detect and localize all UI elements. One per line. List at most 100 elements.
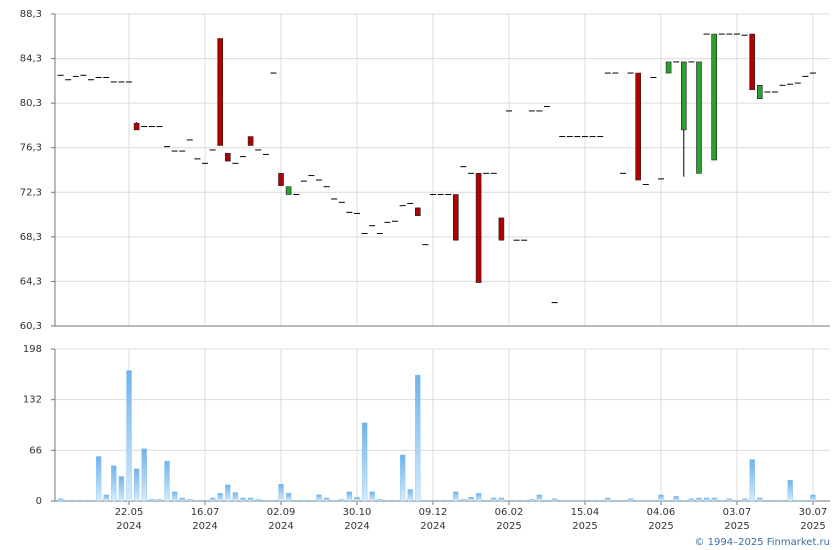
volume-bar xyxy=(612,500,619,502)
volume-bar xyxy=(399,454,406,502)
volume-bar xyxy=(589,500,596,502)
volume-bar xyxy=(225,484,231,502)
volume-bar xyxy=(430,500,436,502)
volume-bar xyxy=(506,500,512,502)
volume-bar xyxy=(551,498,558,502)
y-tick-label: 198 xyxy=(23,344,42,355)
volume-bar xyxy=(757,497,763,502)
volume-bar xyxy=(673,496,679,502)
candle-body xyxy=(452,194,459,241)
volume-bar xyxy=(133,468,140,502)
volume-bar xyxy=(331,500,337,502)
y-tick-label: 76,3 xyxy=(20,143,42,154)
x-tick-year: 2024 xyxy=(192,521,217,532)
x-tick-label: 30.07 xyxy=(799,507,828,518)
candle-body xyxy=(475,173,482,283)
volume-bar xyxy=(407,489,413,502)
volume-bar xyxy=(384,500,391,502)
x-tick-year: 2025 xyxy=(724,521,749,532)
volume-bar xyxy=(141,448,147,502)
x-tick-year: 2025 xyxy=(572,521,597,532)
volume-bar xyxy=(422,500,429,502)
candle-body xyxy=(711,33,717,161)
x-tick-label: 30.10 xyxy=(343,507,372,518)
volume-bar xyxy=(719,500,725,502)
volume-bar xyxy=(111,465,117,502)
volume-bar xyxy=(65,500,71,502)
volume-bar xyxy=(779,500,786,502)
volume-bar xyxy=(187,499,193,502)
volume-bar xyxy=(126,370,132,502)
volume-bar xyxy=(179,497,185,502)
candle-body xyxy=(133,122,140,131)
volume-bar xyxy=(316,494,322,502)
y-tick-label: 132 xyxy=(23,395,42,406)
volume-bar xyxy=(665,500,672,502)
volume-bar xyxy=(57,498,64,502)
volume-bar xyxy=(635,500,641,502)
x-tick-year: 2025 xyxy=(800,521,825,532)
y-tick-label: 80,3 xyxy=(20,98,42,109)
y-tick-label: 60,3 xyxy=(20,321,42,332)
volume-bar xyxy=(149,499,155,502)
volume-bar xyxy=(445,500,451,502)
volume-bar xyxy=(468,497,474,502)
volume-bar xyxy=(802,500,809,502)
volume-bar xyxy=(643,500,649,502)
x-tick-label: 02.09 xyxy=(267,507,296,518)
candle-body xyxy=(247,136,254,146)
volume-bar xyxy=(209,497,216,502)
volume-bar xyxy=(392,500,398,502)
volume-bar xyxy=(627,498,634,502)
volume-bar xyxy=(217,493,223,502)
volume-bar xyxy=(194,500,201,502)
x-tick-label: 09.12 xyxy=(419,507,448,518)
volume-bar xyxy=(118,476,125,502)
volume-bar xyxy=(202,500,208,502)
volume-bar xyxy=(103,494,109,502)
volume-bar xyxy=(240,497,246,502)
volume-bar xyxy=(293,500,299,502)
volume-bar xyxy=(156,499,163,502)
volume-bar xyxy=(232,492,239,502)
volume-bar xyxy=(339,499,345,502)
x-tick-year: 2024 xyxy=(268,521,293,532)
y-tick-label: 88,3 xyxy=(20,9,42,20)
candle-body xyxy=(225,152,231,162)
volume-bar xyxy=(559,500,565,502)
volume-bar xyxy=(544,500,550,502)
x-tick-year: 2024 xyxy=(420,521,445,532)
volume-bar xyxy=(460,499,467,502)
volume-bar xyxy=(475,493,482,502)
candle-body xyxy=(665,61,672,74)
volume-bar xyxy=(361,422,368,502)
volume-bar xyxy=(369,491,375,502)
candle-body xyxy=(498,217,505,241)
volume-bar xyxy=(711,497,717,502)
x-tick-year: 2024 xyxy=(116,521,141,532)
volume-bar xyxy=(582,500,588,502)
volume-bar xyxy=(734,500,740,502)
x-tick-label: 16.07 xyxy=(191,507,220,518)
volume-bar xyxy=(810,494,816,502)
volume-bar xyxy=(650,500,657,502)
volume-bar xyxy=(247,497,254,502)
volume-bar xyxy=(749,459,755,502)
x-tick-label: 22.05 xyxy=(115,507,144,518)
volume-bar xyxy=(255,499,261,502)
volume-bar xyxy=(270,500,277,502)
volume-bar xyxy=(164,460,170,502)
volume-bar xyxy=(415,374,421,502)
candle-body xyxy=(696,61,702,174)
candle-body xyxy=(756,85,763,99)
volume-bar xyxy=(73,500,79,502)
volume-bar xyxy=(171,491,178,502)
volume-bar xyxy=(658,494,664,502)
volume-bar xyxy=(703,497,710,502)
x-tick-label: 04.06 xyxy=(647,507,676,518)
volume-bar xyxy=(80,500,87,502)
x-tick-label: 15.04 xyxy=(571,507,600,518)
y-tick-label: 84,3 xyxy=(20,54,42,65)
volume-bar xyxy=(88,500,94,502)
